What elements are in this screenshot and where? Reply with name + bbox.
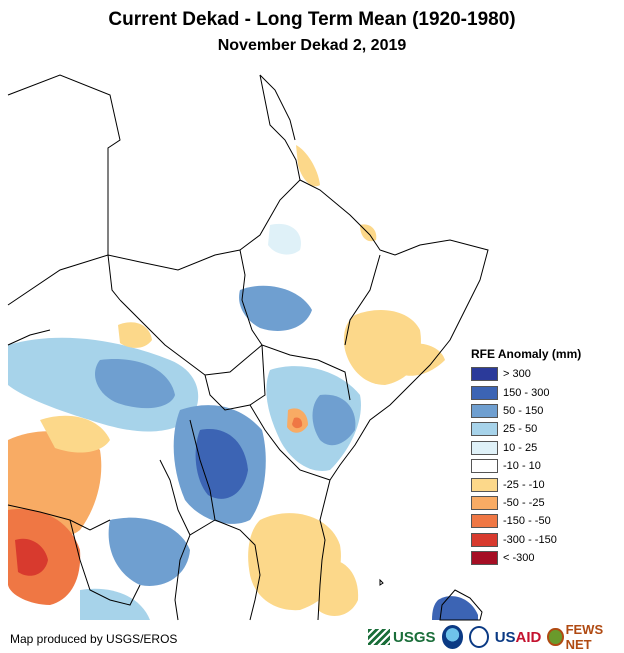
- border-line: [259, 74, 296, 141]
- madagascar-outline: [439, 589, 483, 621]
- legend-swatch: [471, 551, 498, 566]
- blue-patch-west-core: [95, 359, 175, 409]
- red-patch-kenya-small: [292, 417, 303, 429]
- legend-swatch: [471, 495, 498, 510]
- orange-patch-horn: [395, 343, 445, 376]
- legend-swatch: [471, 367, 498, 382]
- legend-swatch: [471, 440, 498, 455]
- legend-title: RFE Anomaly (mm): [471, 347, 582, 361]
- negative-anomaly-areas: [8, 145, 445, 616]
- coastline: [7, 329, 483, 621]
- legend-label: > 300: [503, 368, 531, 381]
- legend-swatch: [471, 385, 498, 400]
- fews-net-logo: FEWS NET: [547, 622, 624, 652]
- credit-text: Map produced by USGS/EROS: [10, 632, 178, 646]
- blue-patch-kenya-core: [312, 394, 356, 446]
- usaid-seal-icon: [468, 626, 489, 648]
- noaa-seal-icon: [441, 625, 463, 649]
- legend-swatch: [471, 459, 498, 474]
- red-patch-southwest: [15, 538, 48, 576]
- legend-item: 150 - 300: [471, 383, 621, 401]
- map-title: Current Dekad - Long Term Mean (1920-198…: [108, 9, 516, 30]
- blue-patch-south: [108, 517, 190, 586]
- blue-patch-ethiopia: [239, 285, 312, 331]
- usaid-logo-prefix: US: [494, 628, 516, 646]
- fews-net-globe-icon: [547, 628, 564, 646]
- country-borders: [7, 74, 489, 621]
- border-line: [174, 519, 216, 621]
- legend-label: -25 - -10: [503, 478, 545, 491]
- usaid-logo-text: USAID: [495, 629, 542, 646]
- legend-item: -25 - -10: [471, 475, 621, 493]
- blue-patch-north: [268, 223, 301, 255]
- border-line: [159, 459, 191, 536]
- border-line: [107, 254, 121, 301]
- legend-label: < -300: [503, 552, 535, 565]
- legend-label: 50 - 150: [503, 404, 544, 417]
- border-line: [214, 519, 261, 621]
- usgs-logo: USGS: [368, 629, 436, 646]
- legend-label: -300 - -150: [503, 533, 557, 546]
- border-line: [7, 74, 121, 255]
- fews-net-logo-text: FEWS NET: [565, 622, 604, 652]
- legend: RFE Anomaly (mm) > 300 150 - 300 50 - 15…: [471, 347, 621, 567]
- usaid-logo-suffix: AID: [515, 628, 542, 646]
- comoros-island: [379, 578, 384, 586]
- legend-item: -50 - -25: [471, 494, 621, 512]
- orange-patch-north: [296, 145, 320, 187]
- legend-item: > 300: [471, 365, 621, 383]
- positive-anomaly-areas: [8, 223, 478, 620]
- legend-swatch: [471, 422, 498, 437]
- usgs-wave-icon: [368, 629, 390, 645]
- orange-patch-southeast: [318, 559, 359, 616]
- map-subtitle: November Dekad 2, 2019: [217, 37, 407, 54]
- border-line: [239, 74, 301, 251]
- usgs-logo-text: USGS: [393, 628, 436, 646]
- border-line: [299, 179, 489, 481]
- legend-swatch: [471, 477, 498, 492]
- legend-label: -50 - -25: [503, 496, 545, 509]
- legend-item: 50 - 150: [471, 402, 621, 420]
- border-line: [204, 344, 266, 411]
- legend-swatch: [471, 532, 498, 547]
- border-line: [7, 249, 241, 306]
- logo-bar: USGS USAID FEWS NET: [368, 622, 624, 652]
- border-line: [344, 254, 381, 346]
- border-line: [119, 299, 263, 376]
- legend-label: 25 - 50: [503, 423, 538, 436]
- legend-item: 10 - 25: [471, 439, 621, 457]
- legend-item: -10 - 10: [471, 457, 621, 475]
- border-line: [189, 419, 216, 521]
- orange-patch-west-light: [40, 415, 110, 453]
- border-line: [69, 519, 141, 606]
- orange-patch-tanzania: [248, 513, 341, 611]
- legend-swatch: [471, 403, 498, 418]
- legend-item: < -300: [471, 549, 621, 567]
- legend-item: -150 - -50: [471, 512, 621, 530]
- legend-label: 10 - 25: [503, 441, 538, 454]
- blue-patch-light-south: [80, 588, 150, 620]
- legend-label: -150 - -50: [503, 515, 551, 528]
- legend-item: 25 - 50: [471, 420, 621, 438]
- legend-label: 150 - 300: [503, 386, 550, 399]
- blue-patch-central-core: [195, 429, 248, 499]
- legend-swatch: [471, 514, 498, 529]
- legend-item: -300 - -150: [471, 531, 621, 549]
- border-line: [249, 404, 331, 481]
- coast-line: [317, 479, 331, 621]
- coast-line: [7, 329, 51, 346]
- orange-patch-ethiopia-west: [118, 322, 152, 348]
- blue-patch-madagascar: [432, 596, 478, 620]
- legend-label: -10 - 10: [503, 460, 541, 473]
